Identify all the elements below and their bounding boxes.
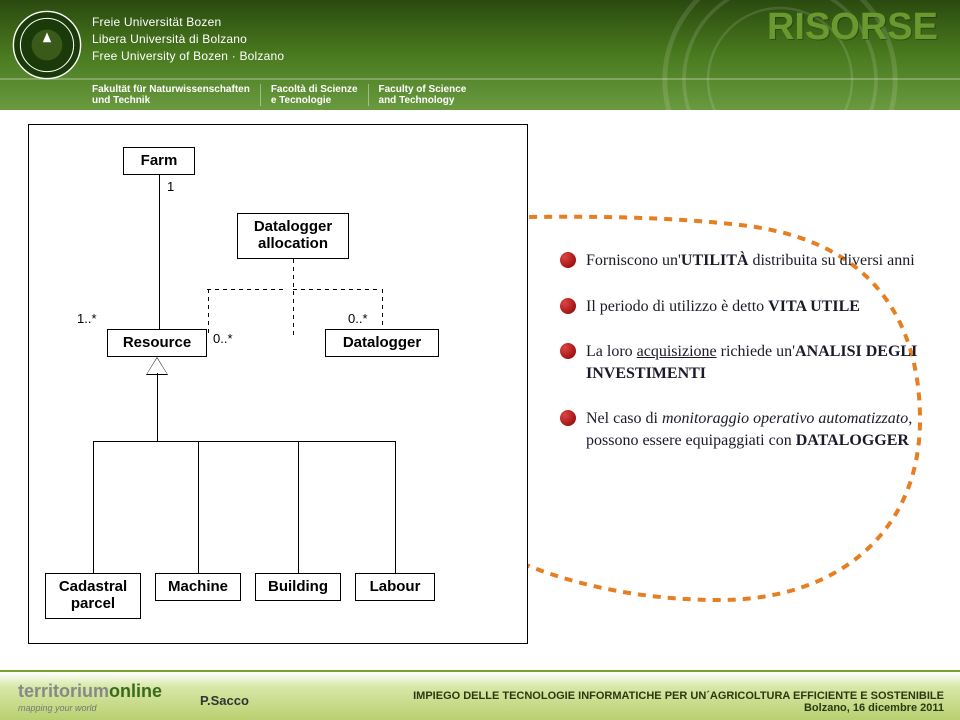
multiplicity: 1..*	[77, 311, 97, 326]
multiplicity: 0..*	[348, 311, 368, 326]
faculty-de: Fakultät für Naturwissenschaften und Tec…	[92, 84, 261, 106]
university-names: Freie Universität Bozen Libera Universit…	[92, 14, 284, 64]
university-seal-icon	[12, 10, 82, 80]
bullet-icon	[560, 410, 576, 426]
footer-logo: territoriumonline mapping your world	[18, 681, 162, 714]
uni-name-de: Freie Universität Bozen	[92, 14, 284, 31]
uni-name-en: Free University of Bozen · Bolzano	[92, 48, 284, 65]
uni-name-it: Libera Università di Bolzano	[92, 31, 284, 48]
uml-box-building: Building	[255, 573, 341, 601]
footer-author: P.Sacco	[200, 693, 249, 708]
slide-title: RISORSE	[767, 6, 938, 49]
bullet-3: La loro acquisizione richiede un'ANALISI…	[560, 341, 920, 384]
uml-box-datalogger: Datalogger	[325, 329, 439, 357]
header-divider	[0, 78, 960, 80]
uml-box-cadastral: Cadastral parcel	[45, 573, 141, 619]
bullet-icon	[560, 252, 576, 268]
bullet-4: Nel caso di monitoraggio operativo autom…	[560, 408, 920, 451]
uml-box-machine: Machine	[155, 573, 241, 601]
bullet-icon	[560, 298, 576, 314]
footer-right: IMPIEGO DELLE TECNOLOGIE INFORMATICHE PE…	[413, 690, 944, 714]
bullet-2: Il periodo di utilizzo è detto VITA UTIL…	[560, 296, 920, 318]
uml-box-dlalloc: Datalogger allocation	[237, 213, 349, 259]
bullet-1: Forniscono un'UTILITÀ distribuita su div…	[560, 250, 920, 272]
content-area: Farm Datalogger allocation Resource Datalog…	[0, 110, 960, 670]
header: Freie Universität Bozen Libera Universit…	[0, 0, 960, 110]
multiplicity: 1	[167, 179, 174, 194]
bullet-list: Forniscono un'UTILITÀ distribuita su div…	[560, 250, 920, 476]
uml-box-farm: Farm	[123, 147, 195, 175]
uml-diagram: Farm Datalogger allocation Resource Datalog…	[28, 124, 528, 644]
uml-box-labour: Labour	[355, 573, 435, 601]
bullet-icon	[560, 343, 576, 359]
footer: territoriumonline mapping your world P.S…	[0, 670, 960, 720]
uml-box-resource: Resource	[107, 329, 207, 357]
faculty-it: Facoltà di Scienze e Tecnologie	[271, 84, 369, 106]
faculty-en: Faculty of Science and Technology	[379, 84, 477, 106]
multiplicity: 0..*	[213, 331, 233, 346]
faculty-row: Fakultät für Naturwissenschaften und Tec…	[92, 84, 476, 106]
